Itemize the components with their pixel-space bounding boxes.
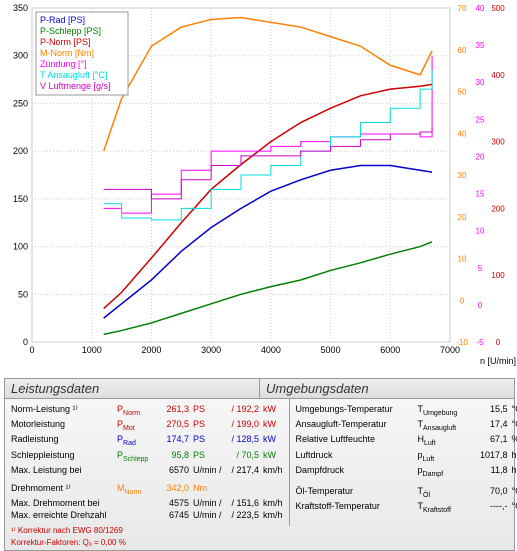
svg-text:30: 30 [476, 78, 485, 87]
svg-text:0: 0 [29, 345, 34, 355]
svg-text:6000: 6000 [380, 345, 400, 355]
svg-text:M-Norm [Nm]: M-Norm [Nm] [40, 48, 94, 58]
svg-text:T Ansaugluft [°C]: T Ansaugluft [°C] [40, 70, 107, 80]
svg-text:0: 0 [496, 338, 501, 347]
svg-text:-5: -5 [476, 338, 484, 347]
footnote-1: ¹⁾ Korrektur nach EWG 80/1269 [5, 526, 514, 538]
svg-text:P-Schlepp [PS]: P-Schlepp [PS] [40, 26, 101, 36]
svg-text:100: 100 [13, 242, 28, 252]
svg-text:P-Norm [PS]: P-Norm [PS] [40, 37, 91, 47]
svg-text:30: 30 [458, 171, 467, 180]
svg-text:500: 500 [491, 4, 505, 13]
svg-text:20: 20 [458, 213, 467, 222]
svg-text:V Luftmenge [g/s]: V Luftmenge [g/s] [40, 81, 111, 91]
svg-text:25: 25 [476, 115, 485, 124]
svg-text:15: 15 [476, 190, 485, 199]
svg-text:40: 40 [458, 129, 467, 138]
svg-text:3000: 3000 [201, 345, 221, 355]
svg-text:60: 60 [458, 46, 467, 55]
svg-text:300: 300 [491, 138, 505, 147]
svg-text:0: 0 [23, 337, 28, 347]
svg-text:200: 200 [491, 204, 505, 213]
svg-text:400: 400 [491, 71, 505, 80]
svg-text:-10: -10 [456, 338, 468, 347]
svg-text:1000: 1000 [82, 345, 102, 355]
svg-text:Zündung [°]: Zündung [°] [40, 59, 87, 69]
svg-text:10: 10 [458, 255, 467, 264]
svg-text:2000: 2000 [141, 345, 161, 355]
dyno-chart: 0100020003000400050006000700005010015020… [0, 0, 517, 376]
svg-text:50: 50 [458, 88, 467, 97]
svg-text:300: 300 [13, 51, 28, 61]
svg-text:250: 250 [13, 98, 28, 108]
svg-text:200: 200 [13, 146, 28, 156]
environment-data: Umgebungs-TemperaturTUmgebung15,5°CAnsau… [290, 399, 517, 526]
svg-text:0: 0 [478, 301, 483, 310]
svg-text:50: 50 [18, 289, 28, 299]
svg-text:5000: 5000 [321, 345, 341, 355]
svg-text:20: 20 [476, 152, 485, 161]
svg-text:150: 150 [13, 194, 28, 204]
right-heading: Umgebungsdaten [260, 379, 514, 398]
svg-text:100: 100 [491, 271, 505, 280]
data-panel: Leistungsdaten Umgebungsdaten Norm-Leist… [4, 378, 515, 551]
left-heading: Leistungsdaten [5, 379, 260, 398]
svg-text:10: 10 [476, 227, 485, 236]
performance-data: Norm-Leistung ¹⁾PNorm261,3PS/ 192,2kWMot… [5, 399, 290, 526]
svg-text:P-Rad [PS]: P-Rad [PS] [40, 15, 85, 25]
svg-text:35: 35 [476, 41, 485, 50]
svg-text:40: 40 [476, 4, 485, 13]
svg-text:350: 350 [13, 3, 28, 13]
svg-text:0: 0 [460, 296, 465, 305]
svg-text:4000: 4000 [261, 345, 281, 355]
footnote-2: Korrektur-Faktoren: Qₐ = 0,00 % [5, 538, 514, 550]
svg-text:70: 70 [458, 4, 467, 13]
svg-text:n [U/min]: n [U/min] [480, 356, 516, 366]
svg-text:5: 5 [478, 264, 483, 273]
